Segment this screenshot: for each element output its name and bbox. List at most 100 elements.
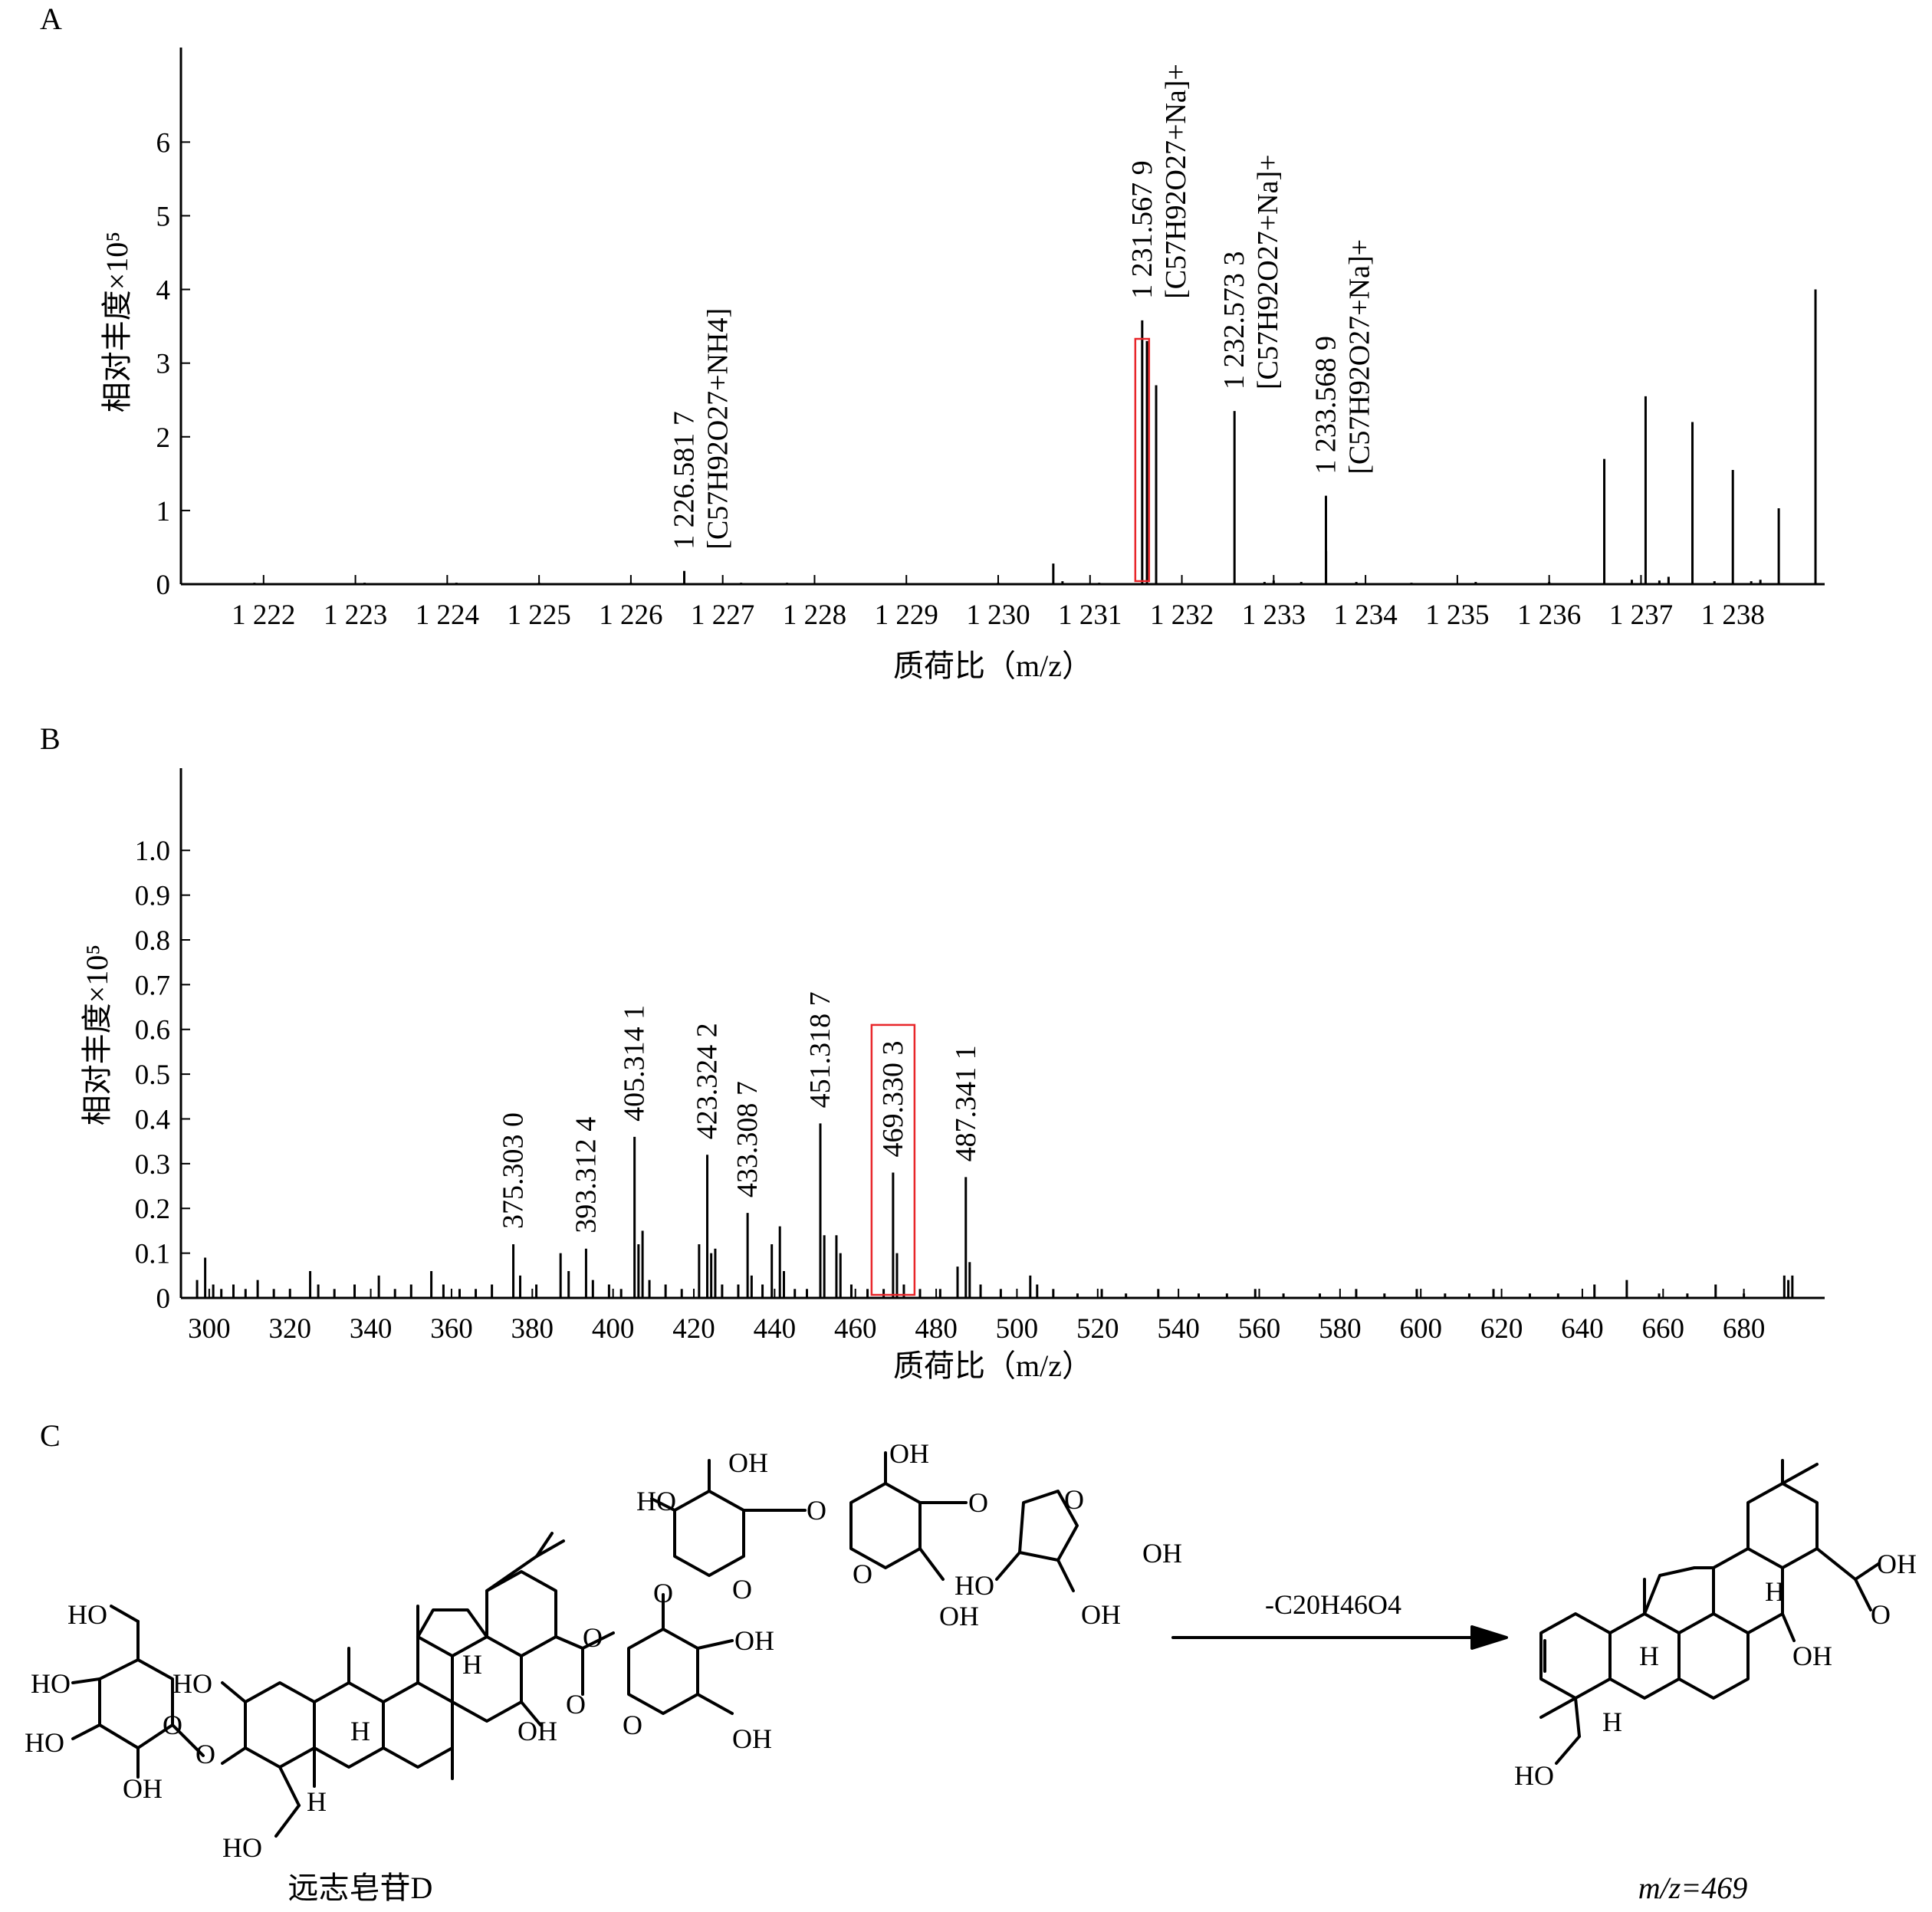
label-o-ring-3: O bbox=[853, 1559, 872, 1589]
chart-a-y-tick-label: 5 bbox=[156, 201, 171, 232]
chart-a-x-tick-label: 1 235 bbox=[1425, 600, 1489, 631]
label-o-p1: O bbox=[1871, 1599, 1891, 1630]
label-o-ring-2: O bbox=[732, 1574, 752, 1605]
chart-b-annotation-line: 451.318 7 bbox=[804, 991, 836, 1108]
label-ho-2: HO bbox=[31, 1668, 71, 1699]
sugar-chain bbox=[627, 1451, 1079, 1715]
label-ho-1: HO bbox=[67, 1599, 107, 1630]
label-o-ring-1: O bbox=[623, 1710, 642, 1740]
chart-b-peak-annotation: 393.312 4 bbox=[570, 1117, 602, 1234]
chart-a-peak-annotation: 1 233.568 9[C57H92O27+Na]+ bbox=[1309, 239, 1375, 475]
label-ho-p1: HO bbox=[1514, 1760, 1554, 1791]
chart-b-x-tick-label: 400 bbox=[592, 1313, 635, 1345]
chart-b-y-tick-label: 0.5 bbox=[135, 1059, 170, 1091]
chart-b-annotation-line: 375.303 0 bbox=[498, 1112, 530, 1229]
chart-b-x-tick-label: 640 bbox=[1561, 1313, 1604, 1345]
chart-a-annotation-line: [C57H92O27+Na]+ bbox=[1160, 64, 1192, 299]
chart-b-x-tick-label: 680 bbox=[1723, 1313, 1766, 1345]
chart-a-annotation-line: 1 226.581 7 bbox=[668, 411, 700, 550]
chart-b-x-tick-label: 580 bbox=[1319, 1313, 1362, 1345]
chart-a-x-tick-label: 1 233 bbox=[1242, 600, 1306, 631]
chart-b-x-tick-label: 360 bbox=[430, 1313, 473, 1345]
chart-b-peak-annotation: 375.303 0 bbox=[498, 1112, 530, 1229]
chart-b-x-tick-label: 320 bbox=[268, 1313, 311, 1345]
label-h-p3: H bbox=[1602, 1707, 1622, 1737]
chart-b-annotation-line: 423.324 2 bbox=[692, 1023, 724, 1139]
chart-b-x-tick-label: 380 bbox=[511, 1313, 554, 1345]
chart-b-x-tick-label: 600 bbox=[1399, 1313, 1442, 1345]
caption-left: 远志皂苷D bbox=[288, 1871, 433, 1905]
label-oh-6: OH bbox=[889, 1438, 929, 1469]
chart-a-x-tick-label: 1 232 bbox=[1150, 600, 1214, 631]
panel-letter-c: C bbox=[40, 1418, 61, 1453]
label-oh-1: OH bbox=[123, 1773, 163, 1804]
chart-b-x-tick-label: 620 bbox=[1480, 1313, 1523, 1345]
label-o-link-4: O bbox=[968, 1487, 988, 1518]
chart-b-ylabel: 相对丰度×10⁵ bbox=[80, 945, 114, 1126]
chart-a-ylabel: 相对丰度×10⁵ bbox=[100, 232, 134, 413]
chart-b-annotation-line: 469.330 3 bbox=[877, 1041, 909, 1158]
chart-b-y-tick-label: 0.1 bbox=[135, 1239, 170, 1270]
chart-a-y-tick-label: 0 bbox=[156, 570, 171, 601]
chart-b-annotation-line: 487.341 1 bbox=[950, 1045, 982, 1161]
chart-b-xlabel: 质荷比（m/z） bbox=[893, 1349, 1092, 1383]
chart-b: 相对丰度×10⁵ 质荷比（m/z） 300 320 340 360 380 400 420 4… bbox=[80, 768, 1825, 1383]
label-oh-8: OH bbox=[1142, 1538, 1182, 1569]
chart-b-peak-annotation: 451.318 7 bbox=[804, 991, 836, 1108]
chart-a-xlabel: 质荷比（m/z） bbox=[893, 649, 1092, 683]
label-oh-3: OH bbox=[734, 1625, 774, 1656]
chart-a-x-tick-label: 1 227 bbox=[691, 600, 754, 631]
chart-a-annotation-line: 1 233.568 9 bbox=[1309, 336, 1342, 475]
reaction-arrow bbox=[1171, 1625, 1508, 1650]
chart-a-annotation-line: [C57H92O27+Na]+ bbox=[1252, 154, 1284, 389]
chart-a-x-tick-label: 1 222 bbox=[232, 600, 295, 631]
chart-a-peak-annotation: 1 226.581 7[C57H92O27+NH4] bbox=[668, 308, 734, 550]
chart-b-y-tick-label: 0.2 bbox=[135, 1194, 170, 1225]
panel-c-structures bbox=[71, 1451, 1880, 1838]
chart-a-y-tick-label: 1 bbox=[156, 496, 171, 527]
chart-b-y-tick-label: 0.8 bbox=[135, 925, 170, 957]
chart-b-x-tick-label: 440 bbox=[754, 1313, 797, 1345]
label-ho-5: HO bbox=[222, 1832, 262, 1863]
label-oh-4: OH bbox=[732, 1723, 772, 1754]
chart-b-peak-annotation: 405.314 1 bbox=[619, 1005, 651, 1122]
chart-b-annotation-line: 393.312 4 bbox=[570, 1117, 602, 1234]
chart-b-x-tick-label: 300 bbox=[188, 1313, 231, 1345]
chart-a-x-tick-label: 1 237 bbox=[1609, 600, 1673, 631]
chart-a-x-tick-label: 1 236 bbox=[1517, 600, 1581, 631]
label-oh-2: OH bbox=[518, 1716, 557, 1746]
label-oh-p2: OH bbox=[1792, 1641, 1832, 1671]
chart-a-y-tick-label: 4 bbox=[156, 275, 171, 307]
chart-b-peak-annotation: 433.308 7 bbox=[731, 1081, 764, 1197]
chart-b-annotation-line: 405.314 1 bbox=[619, 1005, 651, 1122]
product-core bbox=[1539, 1459, 1880, 1765]
chart-b-y-tick-label: 0.9 bbox=[135, 881, 170, 912]
label-ho-7: HO bbox=[955, 1570, 994, 1601]
chart-b-peak-annotation: 423.324 2 bbox=[692, 1023, 724, 1139]
chart-b-x-tick-label: 420 bbox=[672, 1313, 715, 1345]
label-o-link-3: O bbox=[807, 1495, 826, 1526]
chart-a-x-tick-label: 1 230 bbox=[966, 600, 1030, 631]
chart-b-peak-annotation: 487.341 1 bbox=[950, 1045, 982, 1161]
chart-a-highlight-box bbox=[1134, 337, 1151, 583]
chart-a-annotation-line: 1 231.567 9 bbox=[1126, 160, 1158, 299]
label-ho-6: HO bbox=[636, 1486, 676, 1516]
chart-a-x-tick-label: 1 224 bbox=[416, 600, 479, 631]
glucose-ring bbox=[71, 1605, 205, 1779]
label-ho-4: HO bbox=[172, 1668, 212, 1699]
chart-a: 相对丰度×10⁵ 质荷比（m/z） 1 222 1 223 1 224 1 225 1 … bbox=[100, 48, 1825, 683]
label-oh-7: OH bbox=[939, 1601, 979, 1631]
label-h-2: H bbox=[350, 1716, 370, 1746]
chart-a-peak-annotation: 1 231.567 9[C57H92O27+Na]+ bbox=[1126, 64, 1192, 299]
label-h-3: H bbox=[462, 1649, 482, 1680]
chart-b-annotation-line: 433.308 7 bbox=[731, 1081, 764, 1197]
chart-a-x-tick-label: 1 238 bbox=[1701, 600, 1765, 631]
label-oh-p1: OH bbox=[1877, 1549, 1917, 1579]
label-o-glucose: O bbox=[163, 1710, 182, 1740]
chart-b-x-tick-label: 500 bbox=[996, 1313, 1039, 1345]
chart-a-annotation-line: [C57H92O27+Na]+ bbox=[1343, 239, 1375, 475]
chart-b-x-tick-label: 340 bbox=[350, 1313, 393, 1345]
label-o-link: O bbox=[196, 1739, 215, 1769]
chart-b-y-tick-label: 0.7 bbox=[135, 970, 170, 1001]
